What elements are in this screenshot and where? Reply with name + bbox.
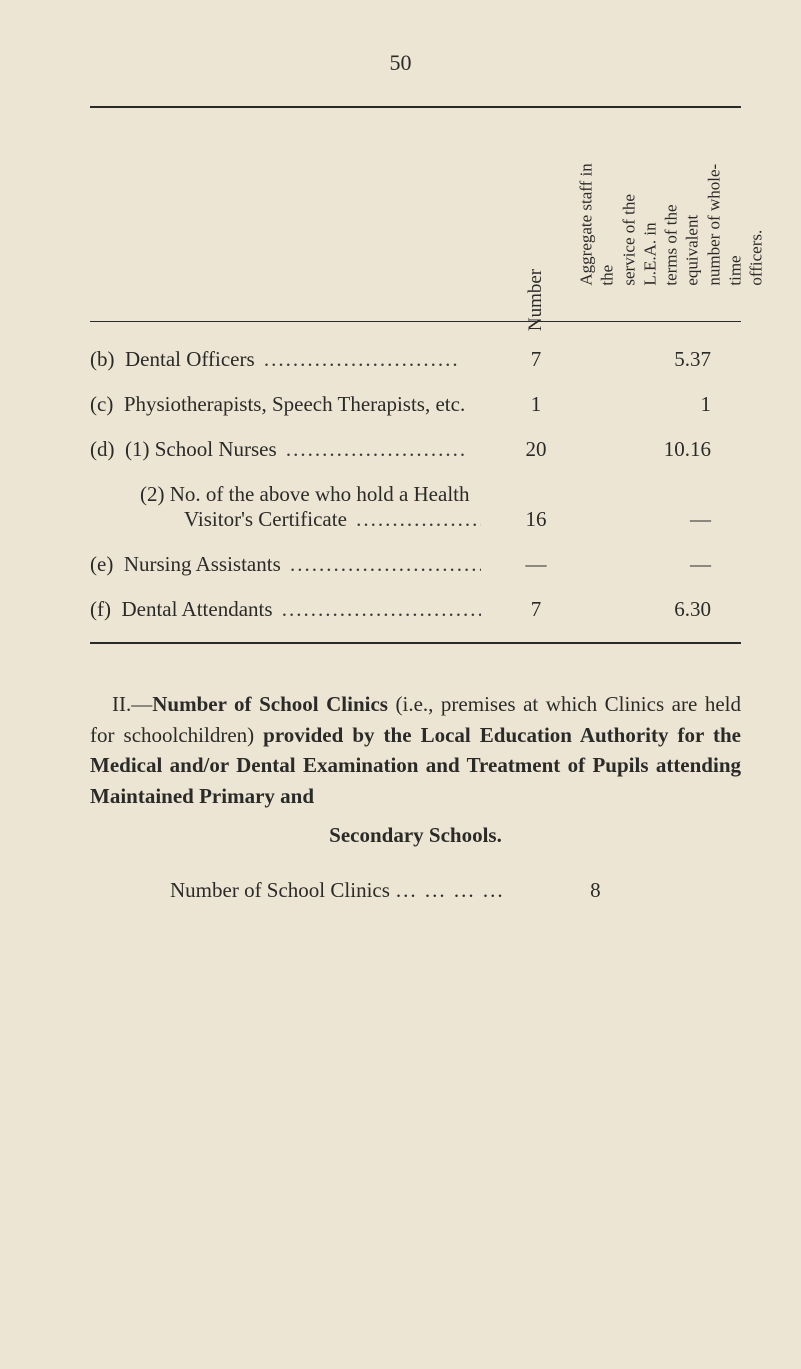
row-label-wrap: (f) Dental Attendants ..................… [90, 597, 481, 622]
row-dots: ......................... [282, 437, 481, 462]
row-label: Dental Officers [125, 347, 255, 372]
table-row: (f) Dental Attendants ..................… [90, 597, 741, 622]
agg-line4: number of whole-time [704, 164, 744, 286]
row-dots: ............................ [278, 597, 481, 622]
page-number: 50 [60, 50, 741, 76]
header-number-cell: Number [481, 289, 591, 311]
section-ii-paragraph: II.—Number of School Clinics (i.e., prem… [90, 689, 741, 811]
row-aggregate: — [591, 552, 741, 577]
header-number-label: Number [525, 269, 547, 331]
row-label: Physiotherapists, Speech Therapists, etc… [124, 392, 465, 417]
row-aggregate: 5.37 [591, 347, 741, 372]
row-label-wrap: (b) Dental Officers ....................… [90, 347, 481, 372]
row-label: (1) School Nurses [125, 437, 277, 462]
row-label-wrap: (e) Nursing Assistants .................… [90, 552, 481, 577]
table-row: (d) (1) School Nurses ..................… [90, 437, 741, 462]
section-center-line: Secondary Schools. [90, 823, 741, 848]
header-aggregate-cell: Aggregate staff in the service of the L.… [591, 120, 741, 311]
sub-row-line1: (2) No. of the above who hold a Health [140, 482, 481, 507]
row-key: (e) [90, 552, 113, 577]
row-label-wrap: (c) Physiotherapists, Speech Therapists,… [90, 392, 481, 417]
row-number: 7 [481, 347, 591, 372]
row-key: (b) [90, 347, 115, 372]
table-header-row: Number Aggregate staff in the service of… [90, 120, 741, 311]
agg-line5: officers. [746, 230, 765, 286]
row-label: Dental Attendants [121, 597, 272, 622]
row-key: (c) [90, 392, 113, 417]
row-number: 7 [481, 597, 591, 622]
sub-row-dots: ..................... [352, 507, 481, 532]
sub-row-line2: Visitor's Certificate [184, 507, 347, 532]
row-aggregate: 10.16 [591, 437, 741, 462]
section-bold1: Number of School Clinics [152, 692, 388, 716]
mid-rule [90, 321, 741, 322]
row-aggregate: 1 [591, 392, 741, 417]
section-prefix: II.— [90, 692, 152, 716]
header-aggregate-label: Aggregate staff in the service of the L.… [575, 146, 766, 286]
agg-line2: service of the L.E.A. in [619, 194, 659, 286]
row-key: (d) [90, 437, 115, 462]
row-dots: ........................... [260, 347, 481, 372]
row-key: (f) [90, 597, 111, 622]
agg-line1: Aggregate staff in the [576, 163, 616, 285]
agg-line3: terms of the equivalent [661, 204, 701, 285]
top-rule [90, 106, 741, 108]
table-row: (c) Physiotherapists, Speech Therapists,… [90, 392, 741, 417]
row-aggregate: 6.30 [591, 597, 741, 622]
sub-row-label-wrap: (2) No. of the above who hold a Health V… [90, 482, 481, 532]
row-number: 1 [481, 392, 591, 417]
row-label: Nursing Assistants [124, 552, 281, 577]
sub-row-number: 16 [481, 507, 591, 532]
table-row: (e) Nursing Assistants .................… [90, 552, 741, 577]
row-number: 20 [481, 437, 591, 462]
clinics-value: 8 [511, 878, 641, 903]
table-row: (b) Dental Officers ....................… [90, 347, 741, 372]
table-sub-row: (2) No. of the above who hold a Health V… [90, 482, 741, 532]
clinics-label: Number of School Clinics [170, 878, 390, 903]
clinics-row: Number of School Clinics ... ... ... ...… [90, 878, 741, 903]
bottom-rule [90, 642, 741, 644]
sub-row-aggregate: — [591, 507, 741, 532]
row-dots: ........................... [286, 552, 481, 577]
clinics-dots: ... ... ... ... [390, 878, 511, 903]
row-number: — [481, 552, 591, 577]
row-label-wrap: (d) (1) School Nurses ..................… [90, 437, 481, 462]
